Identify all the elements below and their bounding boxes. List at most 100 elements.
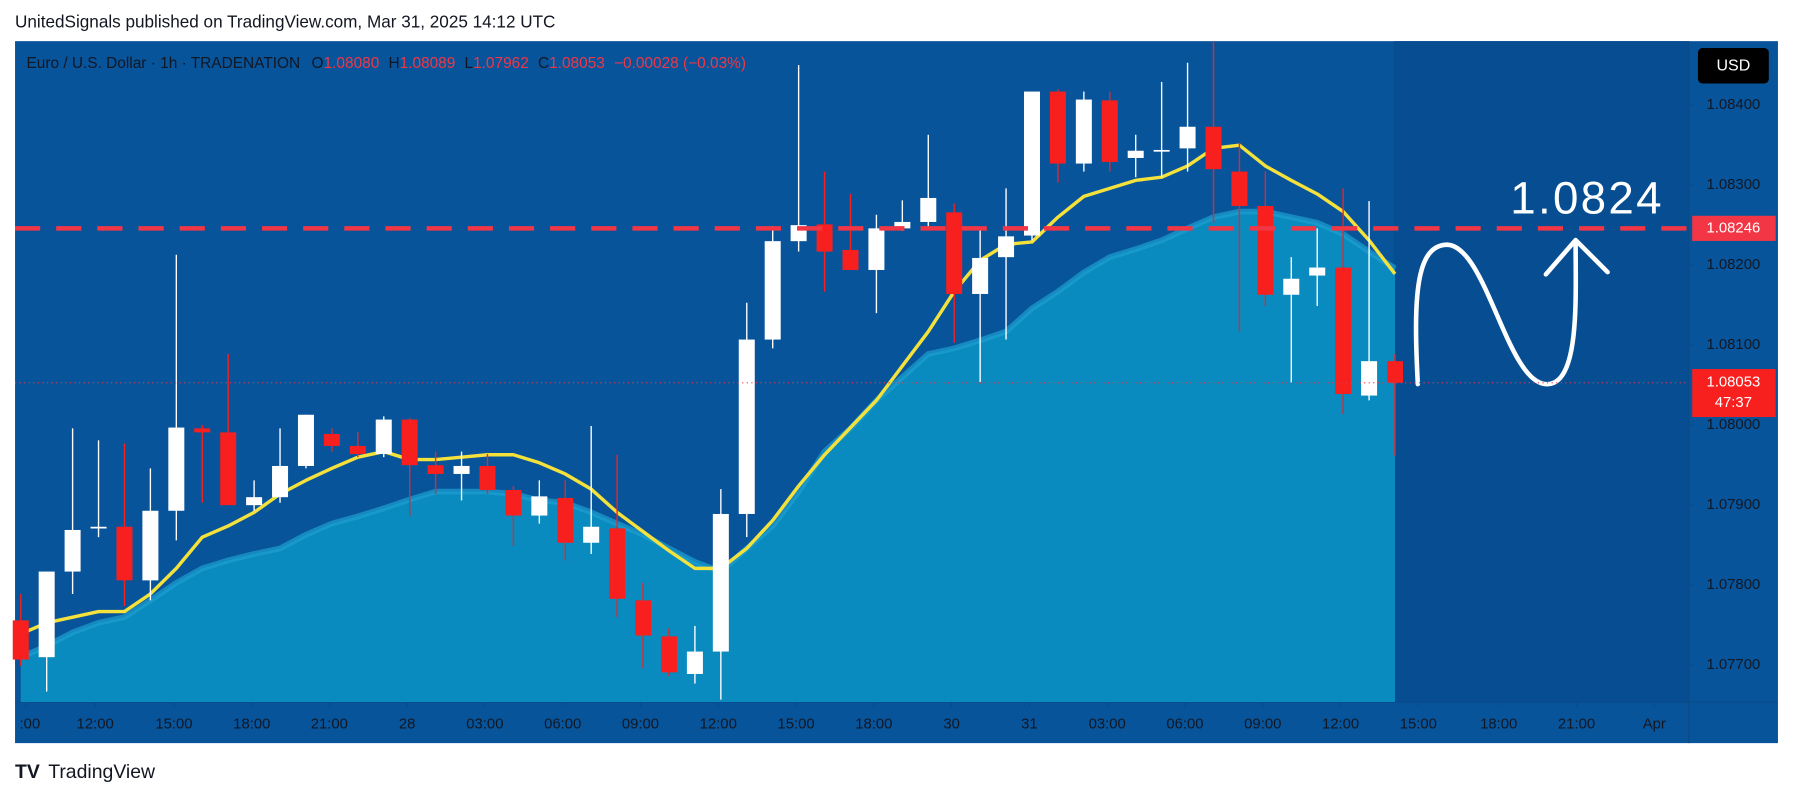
x-tick-label: :00 [20, 717, 41, 733]
x-tick-label: 06:00 [544, 717, 581, 733]
future-area [1393, 41, 1689, 702]
legend-o: 1.08080 [324, 55, 380, 72]
candle-body [920, 197, 937, 222]
candle-body [583, 526, 600, 543]
x-tick-label: 30 [943, 717, 960, 733]
candle-body [738, 339, 755, 514]
candle-body [842, 249, 859, 270]
candle-body [64, 529, 81, 572]
x-tick-label: 03:00 [466, 717, 503, 733]
candle-body [375, 419, 392, 454]
candle-body [816, 224, 833, 252]
indicator-line [20, 143, 1397, 636]
candle-body [1361, 361, 1378, 396]
candle-body [1049, 91, 1066, 164]
x-tick-label: 12:00 [700, 717, 737, 733]
candle-body [479, 465, 496, 490]
x-tick-label: 31 [1021, 717, 1038, 733]
x-tick-label: 09:00 [622, 717, 659, 733]
legend-o-label: O [312, 55, 324, 72]
candle-body [609, 528, 626, 599]
candle-body [998, 236, 1015, 258]
y-tick-label: 1.08200 [1707, 257, 1761, 273]
candle-body [1387, 361, 1404, 383]
candle-body [297, 414, 314, 466]
candle-body [894, 221, 911, 229]
legend-symbol: Euro / U.S. Dollar · 1h · TRADENATION [26, 55, 300, 72]
y-tick-label: 1.08300 [1707, 177, 1761, 193]
candle-body [686, 651, 703, 674]
x-tick-label: 15:00 [155, 717, 192, 733]
brand-name: TradingView [48, 761, 156, 783]
candle-body [246, 497, 263, 506]
candle-body [38, 571, 55, 658]
x-tick-label: 18:00 [855, 717, 892, 733]
candle-body [323, 433, 340, 446]
x-tick-label: 06:00 [1166, 717, 1203, 733]
candle-body [220, 432, 237, 506]
legend-h-label: H [388, 55, 399, 72]
candle-body [12, 620, 29, 660]
candle-body [142, 510, 159, 581]
x-tick-label: 28 [399, 717, 416, 733]
last-price-tag [1692, 369, 1776, 418]
x-tick-label: 18:00 [1480, 717, 1517, 733]
candle-body [1101, 100, 1118, 162]
drawn-arrow [1543, 237, 1610, 277]
x-tick-label: 18:00 [233, 717, 270, 733]
plot [12, 41, 1404, 702]
currency-label[interactable]: USD [1716, 58, 1750, 75]
candle-body [90, 526, 107, 529]
candle-body [349, 445, 366, 454]
horizontal-line-tag [1692, 215, 1776, 241]
candle-body [1023, 91, 1040, 236]
annotation: 1.0824 [1510, 172, 1664, 223]
x-tick-label: Apr [1643, 717, 1666, 733]
legend-change: −0.00028 (−0.03%) [614, 55, 746, 72]
candle-body [764, 241, 781, 340]
brand-logo: TV [15, 761, 40, 783]
y-tick-label: 1.08100 [1707, 337, 1761, 353]
horizontal-line-label: 1.08246 [1707, 220, 1761, 236]
legend-c-label: C [538, 55, 549, 72]
publisher: UnitedSignals published on TradingView.c… [15, 11, 555, 31]
candle-body [868, 228, 885, 270]
x-tick-label: 15:00 [777, 717, 814, 733]
candle-body [401, 419, 418, 466]
x-tick-label: 09:00 [1244, 717, 1281, 733]
candle-body [660, 636, 677, 673]
candle-body [1179, 126, 1196, 149]
last-price-label: 1.08053 [1707, 375, 1761, 391]
legend-h: 1.08089 [400, 55, 456, 72]
candle-body [635, 600, 652, 636]
x-tick-label: 21:00 [1558, 717, 1595, 733]
y-tick-label: 1.07800 [1707, 577, 1761, 593]
candle-body [557, 497, 574, 543]
candle-body [1075, 99, 1092, 164]
candle-body [1153, 149, 1170, 152]
x-tick-label: 12:00 [77, 717, 114, 733]
candle-body [531, 496, 548, 516]
candle-body [194, 428, 211, 433]
legend: Euro / U.S. Dollar · 1h · TRADENATION O1.… [26, 55, 746, 72]
candle-body [1205, 126, 1222, 170]
y-tick-label: 1.07900 [1707, 497, 1761, 513]
candle-body [972, 257, 989, 294]
drawn-wave [1413, 240, 1579, 387]
y-tick-label: 1.08000 [1707, 417, 1761, 433]
currency-button[interactable] [1697, 48, 1769, 84]
y-tick-label: 1.08400 [1707, 97, 1761, 113]
x-tick-label: 15:00 [1400, 717, 1437, 733]
candle-body [1335, 267, 1352, 394]
candle-body [427, 465, 444, 474]
x-tick-label: 12:00 [1322, 717, 1359, 733]
candle-body [453, 465, 470, 474]
candle-body [1257, 205, 1274, 295]
candle-body [116, 526, 133, 581]
candle-body [168, 427, 185, 511]
indicator-area [20, 211, 1396, 702]
legend-l-label: L [464, 55, 473, 72]
candle-body [505, 489, 522, 516]
x-tick-label: 21:00 [311, 717, 348, 733]
